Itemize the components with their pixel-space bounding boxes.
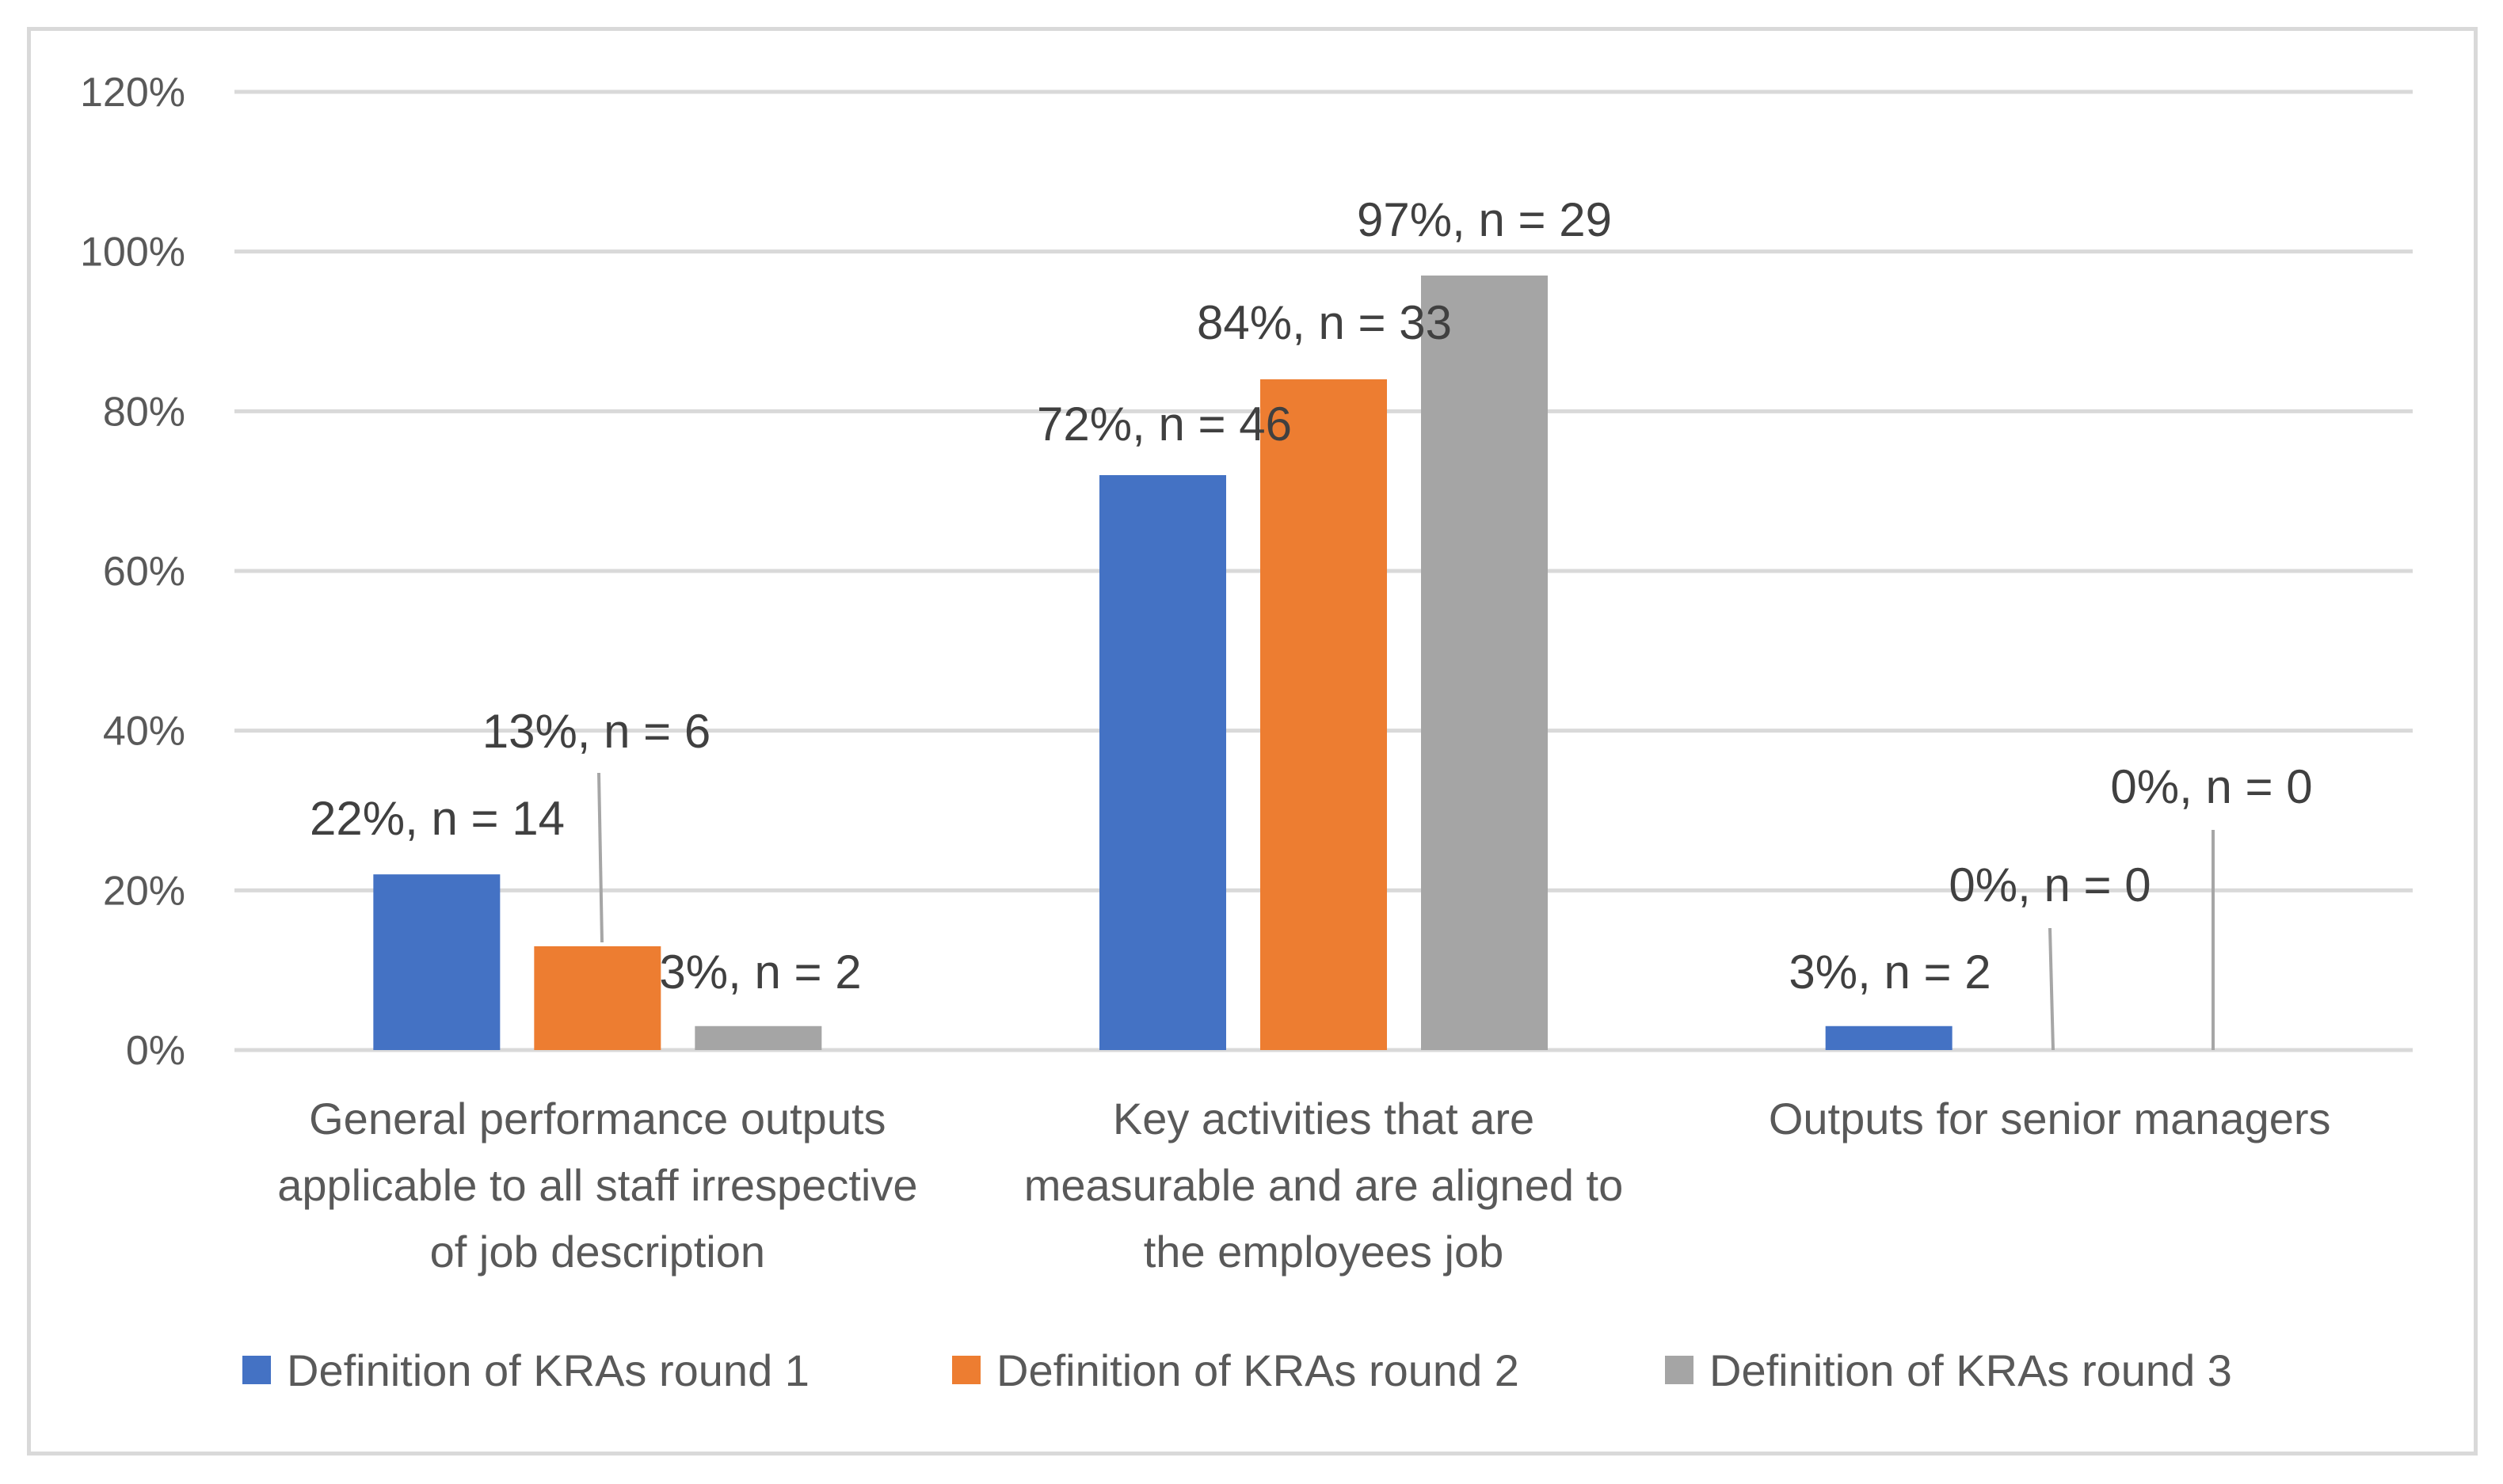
category-label: the employees job bbox=[1144, 1227, 1504, 1277]
data-label: 0%, n = 0 bbox=[2110, 760, 2312, 813]
data-label: 3%, n = 2 bbox=[659, 946, 861, 999]
category-label: applicable to all staff irrespective bbox=[277, 1160, 917, 1210]
data-label: 97%, n = 29 bbox=[1357, 193, 1612, 246]
data-label: 84%, n = 33 bbox=[1197, 296, 1452, 349]
legend: Definition of KRAs round 1 Definition of … bbox=[242, 1345, 2232, 1395]
leader-line bbox=[2048, 927, 2055, 1051]
bar-definition-of-kras-round-1-cat-2 bbox=[1825, 1025, 1952, 1050]
y-tick-label: 60% bbox=[103, 549, 185, 595]
y-tick-label: 120% bbox=[80, 70, 185, 116]
category-label: Outputs for senior managers bbox=[1769, 1094, 2331, 1143]
y-axis-ticks: 0% 20% 40% 60% 80% 100% 120% bbox=[80, 70, 185, 1074]
y-tick-label: 100% bbox=[80, 230, 185, 276]
y-tick-label: 0% bbox=[126, 1028, 185, 1074]
bar-definition-of-kras-round-2-cat-0 bbox=[534, 946, 661, 1050]
data-label: 0%, n = 0 bbox=[1949, 858, 2151, 911]
legend-swatch bbox=[1665, 1356, 1693, 1384]
bar-definition-of-kras-round-3-cat-1 bbox=[1421, 275, 1548, 1051]
legend-swatch bbox=[242, 1356, 271, 1384]
bar-definition-of-kras-round-1-cat-0 bbox=[373, 874, 501, 1050]
data-label: 13%, n = 6 bbox=[482, 705, 711, 758]
category-label: of job description bbox=[430, 1227, 765, 1277]
legend-label: Definition of KRAs round 1 bbox=[287, 1345, 810, 1395]
label-leader-lines bbox=[597, 772, 2215, 1051]
y-tick-label: 20% bbox=[103, 868, 185, 914]
data-label: 22%, n = 14 bbox=[310, 792, 565, 845]
leader-line bbox=[597, 772, 604, 943]
category-label: measurable and are aligned to bbox=[1024, 1160, 1624, 1210]
legend-label: Definition of KRAs round 3 bbox=[1709, 1345, 2232, 1395]
legend-label: Definition of KRAs round 2 bbox=[996, 1345, 1519, 1395]
bar-definition-of-kras-round-3-cat-0 bbox=[695, 1025, 822, 1050]
bar-definition-of-kras-round-1-cat-1 bbox=[1099, 475, 1226, 1050]
bars bbox=[373, 275, 1952, 1051]
category-labels: General performance outputs applicable to… bbox=[277, 1094, 2330, 1277]
bar-definition-of-kras-round-2-cat-1 bbox=[1260, 379, 1387, 1050]
category-label: General performance outputs bbox=[309, 1094, 886, 1143]
category-label: Key activities that are bbox=[1113, 1094, 1534, 1143]
y-tick-label: 40% bbox=[103, 709, 185, 755]
legend-swatch bbox=[952, 1356, 981, 1384]
chart-frame bbox=[27, 27, 2478, 1455]
data-label: 3%, n = 2 bbox=[1789, 946, 1991, 999]
data-label: 72%, n = 46 bbox=[1037, 398, 1292, 451]
y-tick-label: 80% bbox=[103, 389, 185, 435]
data-labels: 22%, n = 14 13%, n = 6 3%, n = 2 72%, n = 4… bbox=[310, 193, 2313, 999]
